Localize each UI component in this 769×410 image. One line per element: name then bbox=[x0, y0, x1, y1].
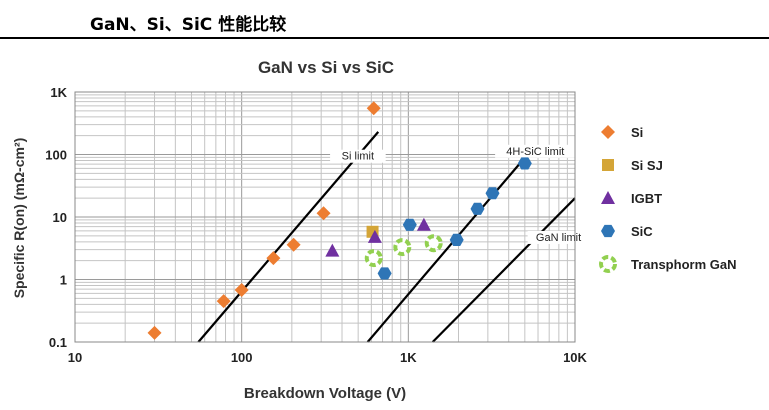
chart: GaN vs Si vs SiC Si limit 4H-SiC limit GaN… bbox=[11, 58, 736, 402]
legend-marker bbox=[601, 125, 615, 139]
data-point-triangle bbox=[325, 243, 340, 257]
legend-label: Si SJ bbox=[631, 158, 663, 173]
legend-label: SiC bbox=[631, 224, 653, 239]
data-point-hexagon bbox=[470, 202, 485, 215]
y-tick-label: 0.1 bbox=[49, 335, 67, 350]
limit-label: Si limit bbox=[342, 151, 374, 163]
data-point-triangle bbox=[416, 217, 431, 231]
data-point-diamond bbox=[216, 294, 231, 309]
x-tick-label: 10 bbox=[68, 350, 82, 365]
y-tick-label: 10 bbox=[53, 210, 67, 225]
data-point-ring bbox=[393, 238, 412, 257]
plot-frame bbox=[74, 91, 576, 343]
data-point-hexagon bbox=[402, 218, 417, 231]
limit-label-bg bbox=[495, 144, 576, 158]
data-point-diamond bbox=[147, 325, 162, 340]
x-tick-label: 100 bbox=[231, 350, 253, 365]
limit-label: GaN limit bbox=[536, 232, 581, 244]
tick-labels: 10 100 1K 10K 0.1 1 10 100 1K bbox=[45, 85, 587, 365]
legend-label: IGBT bbox=[631, 191, 662, 206]
header-title: GaN、Si、SiC 性能比较 bbox=[90, 15, 287, 35]
legend-label: Transphorm GaN bbox=[631, 257, 736, 272]
report-header: GaN、Si、SiC 性能比较 bbox=[0, 0, 769, 40]
limit-line bbox=[197, 131, 380, 343]
y-tick-label: 100 bbox=[45, 148, 67, 163]
data-points bbox=[147, 101, 532, 340]
legend-marker bbox=[601, 191, 615, 204]
legend-marker bbox=[602, 159, 614, 171]
limit-line bbox=[366, 148, 533, 343]
legend-marker bbox=[601, 224, 615, 238]
x-tick-label: 10K bbox=[563, 350, 587, 365]
data-point-diamond bbox=[366, 101, 381, 116]
limit-line bbox=[431, 197, 576, 343]
chart-title: GaN vs Si vs SiC bbox=[258, 58, 394, 77]
y-tick-label: 1K bbox=[50, 85, 67, 100]
limit-label: 4H-SiC limit bbox=[506, 146, 564, 158]
data-point-diamond bbox=[316, 206, 331, 221]
limit-label-bg bbox=[527, 230, 590, 244]
data-point-hexagon bbox=[485, 187, 500, 200]
x-tick-label: 1K bbox=[400, 350, 417, 365]
data-point-hexagon bbox=[377, 267, 392, 280]
legend-marker bbox=[599, 255, 617, 273]
y-axis-title: Specific R(on) (mΩ-cm²) bbox=[11, 138, 27, 299]
data-point-hexagon bbox=[449, 233, 464, 246]
data-point-ring bbox=[364, 249, 383, 268]
header-rule bbox=[0, 37, 769, 39]
legend-label: Si bbox=[631, 125, 643, 140]
limit-lines: Si limit 4H-SiC limit GaN limit bbox=[197, 131, 590, 343]
data-point-triangle bbox=[367, 229, 382, 243]
data-point-diamond bbox=[266, 251, 281, 266]
data-point-ring bbox=[424, 234, 443, 253]
data-point-diamond bbox=[286, 237, 301, 252]
legend: Si Si SJ IGBT SiC Transphorm GaN bbox=[599, 125, 736, 273]
data-point-hexagon bbox=[517, 157, 532, 170]
y-tick-label: 1 bbox=[60, 273, 67, 288]
limit-label-bg bbox=[330, 149, 386, 163]
data-point-diamond bbox=[234, 282, 249, 297]
x-axis-title: Breakdown Voltage (V) bbox=[244, 385, 406, 402]
